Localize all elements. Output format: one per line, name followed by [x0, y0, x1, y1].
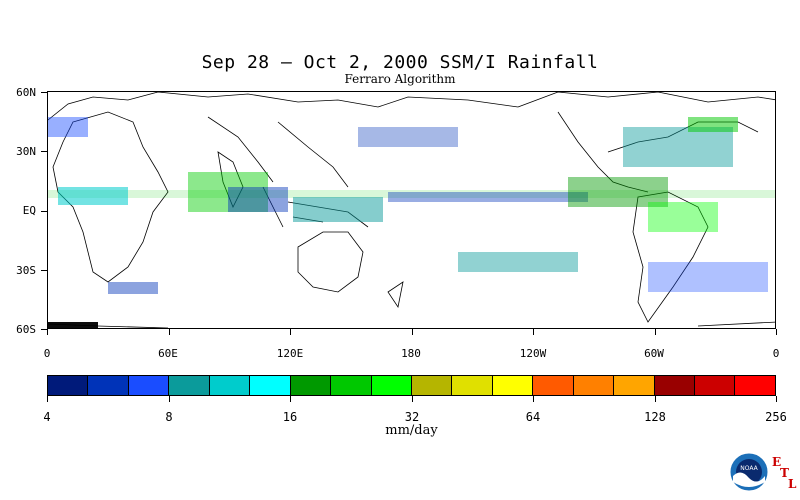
colorbar-cell-17 [735, 376, 775, 395]
colorbar-label-256: 256 [765, 410, 787, 424]
lat-label-30s: 30S [16, 264, 36, 277]
lat-label-eq: EQ [22, 204, 36, 217]
map-subtitle: Ferraro Algorithm [344, 72, 456, 86]
colorbar-cell-6 [290, 376, 332, 395]
lon-tick [412, 329, 413, 335]
lat-label-60s: 60S [16, 323, 36, 336]
lon-tick [533, 329, 534, 335]
colorbar-label-4: 4 [43, 410, 51, 424]
colorbar-tick [655, 396, 656, 402]
colorbar-tick [776, 396, 777, 402]
lon-label-180: 180 [401, 347, 421, 360]
colorbar-tick [169, 396, 170, 402]
colorbar-cell-15 [654, 376, 695, 395]
colorbar-cell-13 [573, 376, 615, 395]
colorbar-cell-4 [209, 376, 251, 395]
noaa-logo-text: NOAA [740, 465, 758, 472]
lon-tick [169, 329, 170, 335]
colorbar-cell-3 [169, 376, 210, 395]
lat-tick [41, 270, 47, 271]
colorbar-cell-8 [371, 376, 412, 395]
noaa-logo-icon: NOAA [729, 452, 769, 492]
colorbar-label-16: 16 [282, 410, 298, 424]
lon-tick [776, 329, 777, 335]
lon-label-60w: 60W [644, 347, 664, 360]
colorbar-cell-2 [128, 376, 170, 395]
colorbar-cell-9 [411, 376, 453, 395]
lon-label-60e: 60E [158, 347, 178, 360]
lon-label-120e: 120E [276, 347, 304, 360]
colorbar-cell-11 [492, 376, 534, 395]
colorbar-cell-5 [250, 376, 291, 395]
colorbar [47, 375, 776, 396]
colorbar-cell-10 [452, 376, 493, 395]
etl-letter-l: L [788, 477, 797, 491]
map-graphic [48, 92, 775, 328]
lon-label-0: 0 [43, 347, 51, 360]
rain-patches [48, 117, 775, 328]
colorbar-tick [533, 396, 534, 402]
lat-label-30n: 30N [16, 145, 36, 158]
etl-letter-t: T [780, 466, 789, 480]
colorbar-cell-14 [614, 376, 655, 395]
lat-tick [41, 211, 47, 212]
lon-tick [290, 329, 291, 335]
lon-label-120w: 120W [519, 347, 547, 360]
colorbar-label-32: 32 [404, 410, 420, 424]
lat-tick [41, 329, 47, 330]
colorbar-cell-7 [331, 376, 372, 395]
lat-tick [41, 151, 47, 152]
colorbar-cell-16 [695, 376, 736, 395]
colorbar-cell-1 [88, 376, 129, 395]
lon-tick [47, 329, 48, 335]
colorbar-label-64: 64 [525, 410, 541, 424]
colorbar-tick [290, 396, 291, 402]
lon-tick [655, 329, 656, 335]
rainfall-map [47, 91, 776, 329]
colorbar-cell-0 [48, 376, 89, 395]
colorbar-label-8: 8 [165, 410, 173, 424]
colorbar-cell-12 [533, 376, 574, 395]
colorbar-units: mm/day [385, 423, 438, 438]
colorbar-tick [412, 396, 413, 402]
lat-tick [41, 92, 47, 93]
lon-label-0-end: 0 [772, 347, 780, 360]
map-title: Sep 28 – Oct 2, 2000 SSM/I Rainfall [201, 52, 599, 73]
colorbar-tick [47, 396, 48, 402]
colorbar-label-128: 128 [644, 410, 666, 424]
etl-letter-e: E [772, 455, 782, 469]
lat-label-60n: 60N [16, 86, 36, 99]
